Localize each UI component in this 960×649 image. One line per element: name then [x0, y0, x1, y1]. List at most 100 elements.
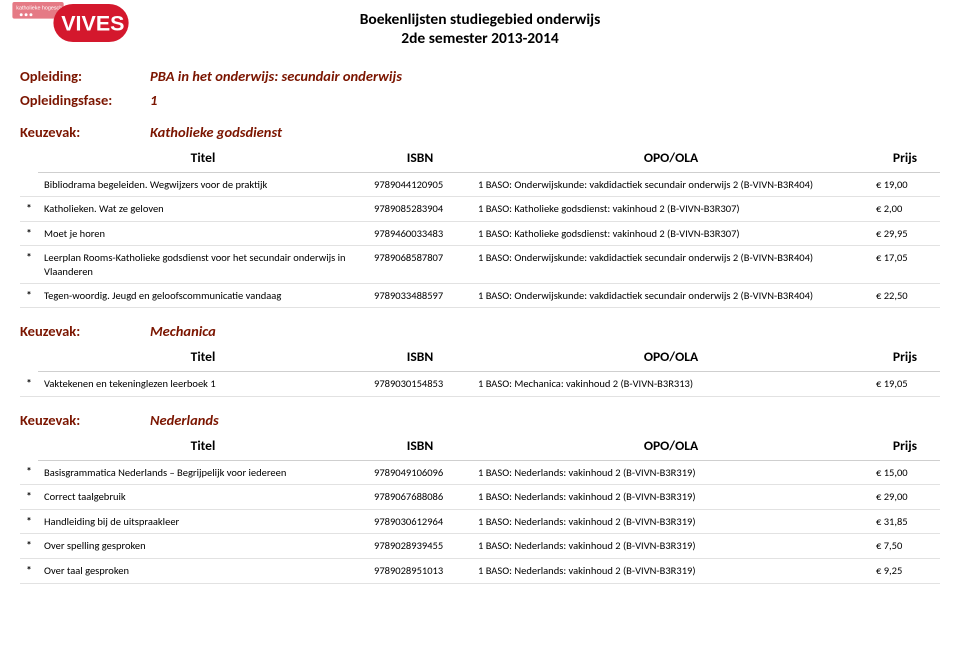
- table-header-row: Titel ISBN OPO/OLA Prijs: [20, 145, 940, 173]
- section-name: Nederlands: [150, 411, 219, 429]
- section-name: Mechanica: [150, 322, 216, 340]
- row-opo: 1 BASO: Nederlands: vakinhoud 2 (B-VIVN-…: [472, 484, 870, 509]
- col-opo: OPO/OLA: [472, 344, 870, 372]
- meta-value-opleiding: PBA in het onderwijs: secundair onderwij…: [150, 67, 402, 85]
- row-title: Vaktekenen en tekeninglezen leerboek 1: [38, 372, 368, 396]
- row-isbn: 9789028951013: [368, 559, 472, 584]
- col-title: Titel: [38, 433, 368, 461]
- row-opo: 1 BASO: Onderwijskunde: vakdidactiek sec…: [472, 172, 870, 196]
- row-star: *: [20, 246, 38, 283]
- meta-block: Opleiding: PBA in het onderwijs: secunda…: [20, 67, 940, 109]
- meta-value-fase: 1: [150, 91, 157, 109]
- row-star: *: [20, 559, 38, 584]
- row-price: € 7,50: [870, 534, 940, 559]
- row-opo: 1 BASO: Nederlands: vakinhoud 2 (B-VIVN-…: [472, 509, 870, 534]
- row-title: Over taal gesproken: [38, 559, 368, 584]
- row-price: € 22,50: [870, 283, 940, 308]
- col-price: Prijs: [870, 344, 940, 372]
- table-row: * Leerplan Rooms-Katholieke godsdienst v…: [20, 246, 940, 283]
- row-isbn: 9789033488597: [368, 283, 472, 308]
- row-star: *: [20, 196, 38, 221]
- row-isbn: 9789028939455: [368, 534, 472, 559]
- meta-label-opleiding: Opleiding:: [20, 67, 150, 85]
- row-price: € 2,00: [870, 196, 940, 221]
- row-title: Basisgrammatica Nederlands – Begrijpelij…: [38, 460, 368, 484]
- row-star: [20, 172, 38, 196]
- table-row: * Vaktekenen en tekeninglezen leerboek 1…: [20, 372, 940, 396]
- table-row: * Over spelling gesproken 9789028939455 …: [20, 534, 940, 559]
- row-isbn: 9789085283904: [368, 196, 472, 221]
- document-title-line1: Boekenlijsten studiegebied onderwijs: [360, 10, 601, 29]
- book-table: Titel ISBN OPO/OLA Prijs * Vaktekenen en…: [20, 344, 940, 396]
- row-opo: 1 BASO: Katholieke godsdienst: vakinhoud…: [472, 196, 870, 221]
- table-row: * Katholieken. Wat ze geloven 9789085283…: [20, 196, 940, 221]
- col-isbn: ISBN: [368, 145, 472, 173]
- document-title: Boekenlijsten studiegebied onderwijs 2de…: [20, 10, 940, 49]
- book-table: Titel ISBN OPO/OLA Prijs Bibliodrama beg…: [20, 145, 940, 309]
- table-row: * Over taal gesproken 9789028951013 1 BA…: [20, 559, 940, 584]
- col-price: Prijs: [870, 145, 940, 173]
- col-isbn: ISBN: [368, 433, 472, 461]
- row-star: *: [20, 460, 38, 484]
- row-isbn: 9789044120905: [368, 172, 472, 196]
- row-price: € 19,05: [870, 372, 940, 396]
- row-opo: 1 BASO: Katholieke godsdienst: vakinhoud…: [472, 221, 870, 246]
- section-name: Katholieke godsdienst: [150, 123, 282, 141]
- row-star: *: [20, 484, 38, 509]
- row-price: € 31,85: [870, 509, 940, 534]
- table-row: * Basisgrammatica Nederlands – Begrijpel…: [20, 460, 940, 484]
- col-title: Titel: [38, 145, 368, 173]
- section-header: Keuzevak: Katholieke godsdienst: [20, 123, 940, 141]
- book-table: Titel ISBN OPO/OLA Prijs * Basisgrammati…: [20, 433, 940, 584]
- row-price: € 29,95: [870, 221, 940, 246]
- section-header: Keuzevak: Nederlands: [20, 411, 940, 429]
- logo-brand-text: VIVES: [61, 11, 124, 35]
- row-title: Moet je horen: [38, 221, 368, 246]
- row-opo: 1 BASO: Nederlands: vakinhoud 2 (B-VIVN-…: [472, 559, 870, 584]
- row-price: € 29,00: [870, 484, 940, 509]
- row-price: € 19,00: [870, 172, 940, 196]
- meta-label-keuzevak: Keuzevak:: [20, 322, 150, 340]
- col-opo: OPO/OLA: [472, 433, 870, 461]
- row-star: *: [20, 283, 38, 308]
- row-title: Over spelling gesproken: [38, 534, 368, 559]
- document-title-line2: 2de semester 2013-2014: [401, 29, 558, 48]
- row-star: *: [20, 372, 38, 396]
- table-row: * Handleiding bij de uitspraakleer 97890…: [20, 509, 940, 534]
- row-title: Leerplan Rooms-Katholieke godsdienst voo…: [38, 246, 368, 283]
- col-price: Prijs: [870, 433, 940, 461]
- row-isbn: 9789068587807: [368, 246, 472, 283]
- row-opo: 1 BASO: Mechanica: vakinhoud 2 (B-VIVN-B…: [472, 372, 870, 396]
- row-price: € 9,25: [870, 559, 940, 584]
- row-price: € 17,05: [870, 246, 940, 283]
- row-isbn: 9789030612964: [368, 509, 472, 534]
- row-title: Tegen-woordig. Jeugd en geloofscommunica…: [38, 283, 368, 308]
- row-star: *: [20, 509, 38, 534]
- row-opo: 1 BASO: Onderwijskunde: vakdidactiek sec…: [472, 246, 870, 283]
- row-star: *: [20, 534, 38, 559]
- meta-label-keuzevak: Keuzevak:: [20, 411, 150, 429]
- row-isbn: 9789049106096: [368, 460, 472, 484]
- meta-label-keuzevak: Keuzevak:: [20, 123, 150, 141]
- table-row: * Tegen-woordig. Jeugd en geloofscommuni…: [20, 283, 940, 308]
- row-opo: 1 BASO: Nederlands: vakinhoud 2 (B-VIVN-…: [472, 460, 870, 484]
- row-star: *: [20, 221, 38, 246]
- table-header-row: Titel ISBN OPO/OLA Prijs: [20, 433, 940, 461]
- row-isbn: 9789067688086: [368, 484, 472, 509]
- section-header: Keuzevak: Mechanica: [20, 322, 940, 340]
- col-title: Titel: [38, 344, 368, 372]
- row-isbn: 9789460033483: [368, 221, 472, 246]
- col-opo: OPO/OLA: [472, 145, 870, 173]
- table-row: * Moet je horen 9789460033483 1 BASO: Ka…: [20, 221, 940, 246]
- col-isbn: ISBN: [368, 344, 472, 372]
- row-title: Correct taalgebruik: [38, 484, 368, 509]
- brand-logo: katholieke hogeschool VIVES: [12, 2, 130, 44]
- table-header-row: Titel ISBN OPO/OLA Prijs: [20, 344, 940, 372]
- row-title: Handleiding bij de uitspraakleer: [38, 509, 368, 534]
- table-row: Bibliodrama begeleiden. Wegwijzers voor …: [20, 172, 940, 196]
- row-price: € 15,00: [870, 460, 940, 484]
- row-isbn: 9789030154853: [368, 372, 472, 396]
- row-opo: 1 BASO: Nederlands: vakinhoud 2 (B-VIVN-…: [472, 534, 870, 559]
- row-title: Katholieken. Wat ze geloven: [38, 196, 368, 221]
- row-opo: 1 BASO: Onderwijskunde: vakdidactiek sec…: [472, 283, 870, 308]
